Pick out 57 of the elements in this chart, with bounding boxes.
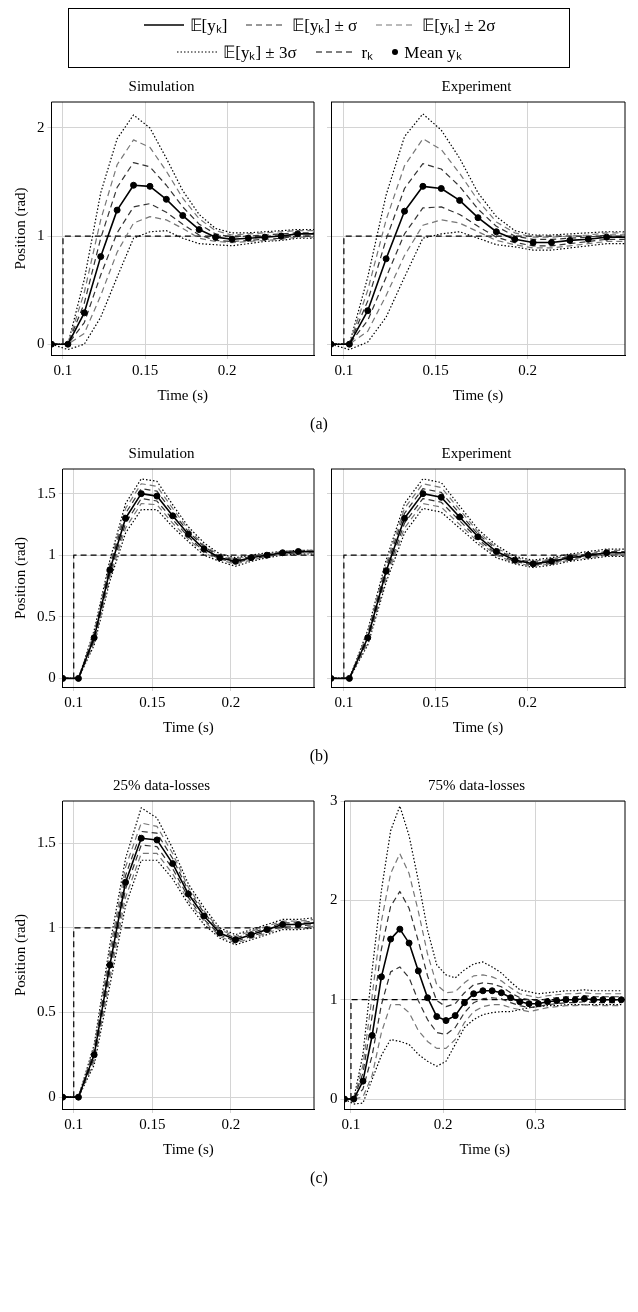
y-tick-label: 2 [330, 891, 338, 908]
y-axis-title: Position (rad) [11, 913, 29, 997]
x-tick-label: 0.1 [341, 1115, 361, 1132]
y-tick-label: 1.5 [37, 834, 56, 851]
y-tick-label: 1 [48, 918, 56, 935]
x-axis-title: Time (s) [157, 386, 209, 404]
legend-label: 𝔼[yₖ] ± 3σ [223, 42, 297, 63]
x-axis-title: Time (s) [163, 718, 214, 736]
x-tick-label: 0.2 [221, 1115, 241, 1132]
legend-label: 𝔼[yₖ] ± 2σ [422, 15, 496, 36]
y-tick-label: 1.5 [37, 484, 56, 501]
x-tick-label: 0.15 [131, 361, 159, 378]
y-tick-label: 0 [48, 669, 56, 686]
x-axis-title: Time (s) [452, 386, 504, 404]
y-tick-label: 0.5 [37, 1003, 56, 1020]
legend-label: rₖ [361, 42, 374, 63]
y-tick-label: 0 [330, 1090, 338, 1106]
y-tick-label: 2 [37, 118, 45, 135]
y-tick-label: 0.5 [37, 607, 56, 624]
x-tick-label: 0.1 [64, 1115, 84, 1132]
x-tick-label: 0.2 [433, 1115, 453, 1132]
x-tick-label: 0.15 [139, 693, 166, 710]
text: (b) [308, 747, 330, 765]
x-axis-title: Time (s) [459, 1140, 511, 1158]
x-tick-label: 0.2 [518, 361, 537, 378]
y-tick-label: 0 [37, 335, 45, 352]
x-tick-label: 0.15 [422, 693, 449, 710]
y-tick-label: 1 [48, 546, 56, 563]
x-tick-label: 0.15 [139, 1115, 166, 1132]
chart-title: 75% data-losses [427, 776, 526, 793]
text: (a) [309, 415, 329, 433]
x-tick-label: 0.2 [518, 693, 537, 710]
legend-label: Mean yₖ [404, 42, 462, 63]
chart-title: 25% data-losses [112, 776, 211, 793]
y-tick-label: 0 [48, 1088, 56, 1105]
chart-title: Experiment [441, 444, 513, 461]
chart-title: Simulation [128, 444, 195, 461]
x-tick-label: 0.15 [422, 361, 449, 378]
y-tick-label: 3 [330, 791, 338, 808]
x-axis-title: Time (s) [452, 718, 504, 736]
y-tick-label: 1 [330, 990, 338, 1007]
legend-label: 𝔼[yₖ] ± σ [292, 15, 358, 36]
x-tick-label: 0.1 [53, 361, 73, 378]
x-tick-label: 0.2 [221, 693, 241, 710]
x-tick-label: 0.1 [334, 361, 354, 378]
x-tick-label: 0.3 [526, 1115, 545, 1132]
text: (c) [309, 1169, 329, 1187]
x-axis-title: Time (s) [163, 1140, 214, 1158]
legend-label: 𝔼[yₖ] [189, 15, 228, 36]
y-axis-title: Position (rad) [11, 536, 29, 620]
chart-title: Experiment [441, 77, 513, 94]
x-tick-label: 0.1 [334, 693, 354, 710]
x-tick-label: 0.2 [217, 361, 237, 378]
y-axis-title: Position (rad) [11, 187, 29, 270]
x-tick-label: 0.1 [64, 693, 84, 710]
chart-title: Simulation [128, 77, 195, 94]
y-tick-label: 1 [37, 227, 45, 244]
